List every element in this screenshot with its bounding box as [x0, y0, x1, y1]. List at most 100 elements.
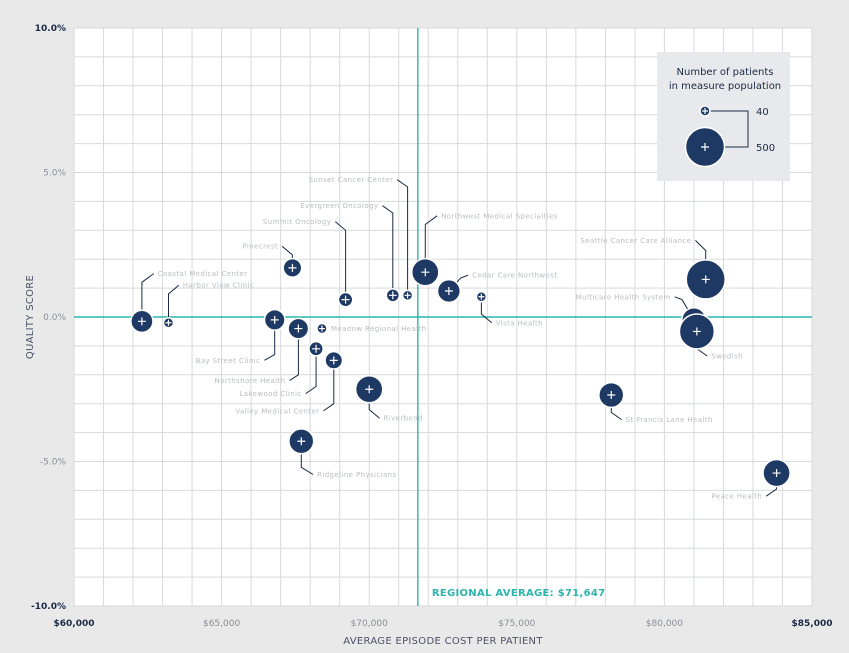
plus-icon — [701, 275, 710, 284]
point-label: Riverbend — [384, 415, 423, 423]
plus-icon — [294, 324, 303, 333]
legend-bubble — [684, 126, 726, 168]
leader-line — [289, 328, 299, 382]
bubble[interactable] — [475, 291, 488, 303]
point-label: Valley Medical Center — [235, 407, 319, 415]
point-label: Harbor View Clinic — [183, 282, 254, 290]
point-label: St Francis Lane Health — [626, 416, 713, 424]
plus-icon — [701, 143, 709, 151]
legend-title-line1: Number of patients — [677, 67, 774, 78]
plus-icon — [702, 108, 708, 114]
point-label: Bay Street Clinic — [196, 357, 261, 365]
plus-icon — [312, 344, 321, 353]
plus-icon — [772, 469, 781, 478]
y-tick-label: -5.0% — [40, 458, 67, 468]
regional-average-label: REGIONAL AVERAGE: $71,647 — [432, 588, 606, 599]
point-label: Summit Oncology — [263, 218, 331, 226]
legend-connector — [705, 110, 749, 148]
plus-icon — [318, 325, 325, 332]
leader-line — [323, 360, 335, 412]
leader-line — [382, 205, 394, 296]
bubble[interactable] — [324, 350, 344, 370]
point-labels: Coastal Medical Center Harbor View Clinic… — [158, 176, 763, 501]
plus-icon — [421, 268, 430, 277]
plus-icon — [404, 292, 411, 299]
plus-icon — [365, 385, 374, 394]
bubble[interactable] — [288, 428, 315, 455]
y-tick-label: -10.0% — [31, 602, 66, 612]
bubble[interactable] — [287, 317, 310, 340]
leader-line — [396, 179, 409, 296]
plus-icon — [478, 293, 485, 300]
point-label: Meadow Regional Health — [331, 325, 427, 333]
point-label: Northwest Medical Specialties — [441, 212, 558, 220]
plus-icon — [288, 263, 297, 272]
bubble[interactable] — [436, 278, 462, 304]
bubble[interactable] — [354, 374, 384, 404]
bubble[interactable] — [282, 257, 303, 278]
bubble[interactable] — [401, 289, 414, 302]
plus-icon — [137, 317, 146, 326]
leader-line — [141, 273, 154, 322]
plus-icon — [165, 319, 172, 326]
point-label: Lakewood Clinic — [239, 390, 301, 398]
x-tick-label: $75,000 — [498, 619, 535, 629]
bubble[interactable] — [162, 317, 175, 329]
point-label: Peace Health — [712, 493, 763, 501]
x-tick-label: $60,000 — [54, 619, 95, 629]
legend-bubble — [699, 105, 711, 117]
point-label: Vista Health — [496, 319, 543, 327]
point-label: Cedar Care Northwest — [472, 272, 557, 280]
x-axis-title: AVERAGE EPISODE COST PER PATIENT — [343, 636, 543, 647]
leader-line — [168, 284, 180, 323]
bubble[interactable] — [385, 288, 401, 303]
leader-lines — [141, 179, 778, 497]
legend-box — [657, 52, 790, 181]
x-tick-label: $65,000 — [203, 619, 240, 629]
plus-icon — [444, 286, 453, 295]
leader-line — [264, 319, 276, 361]
legend-title-line2: in measure population — [669, 81, 781, 92]
bubble[interactable] — [685, 259, 726, 300]
plus-icon — [329, 356, 338, 365]
bubble[interactable] — [337, 291, 354, 308]
size-legend: Number of patients in measure population 4… — [657, 52, 790, 181]
legend-value-label: 500 — [756, 143, 775, 154]
bubble[interactable] — [410, 257, 440, 287]
point-label: Coastal Medical Center — [158, 270, 248, 278]
plus-icon — [388, 291, 397, 300]
bubbles — [130, 257, 791, 488]
point-label: Evergreen Oncology — [300, 202, 378, 210]
point-label: Northshore Health — [214, 377, 285, 385]
y-tick-label: 10.0% — [35, 24, 66, 34]
point-label: Seattle Cancer Care Alliance — [580, 237, 691, 245]
legend-value-label: 40 — [756, 107, 769, 118]
y-tick-label: 0.0% — [43, 313, 66, 323]
leader-line — [334, 221, 347, 300]
point-label: Swedish — [711, 353, 743, 361]
bubble[interactable] — [598, 381, 625, 409]
bubble[interactable] — [762, 458, 791, 488]
leader-line — [480, 296, 493, 324]
plus-icon — [297, 437, 306, 446]
y-tick-label: 5.0% — [43, 169, 66, 179]
point-label: Ridgeline Physicians — [317, 471, 396, 479]
plus-icon — [341, 295, 350, 304]
axes: $60,000 $65,000 $70,000 $75,000 $80,000 $85,0… — [25, 24, 833, 647]
bubble[interactable] — [130, 309, 154, 334]
bubble[interactable] — [308, 340, 324, 357]
bubble[interactable] — [678, 313, 716, 350]
plus-icon — [692, 327, 701, 336]
plus-icon — [607, 391, 616, 400]
bubble[interactable] — [316, 322, 328, 335]
leader-line — [424, 215, 438, 273]
x-tick-label: $70,000 — [351, 619, 388, 629]
bubble[interactable] — [263, 308, 286, 331]
point-label: Sunset Cancer Center — [309, 176, 394, 184]
y-axis-title: QUALITY SCORE — [25, 275, 36, 359]
plus-icon — [270, 315, 279, 324]
x-tick-label: $80,000 — [646, 619, 683, 629]
point-label: Pinecrest — [242, 243, 278, 251]
